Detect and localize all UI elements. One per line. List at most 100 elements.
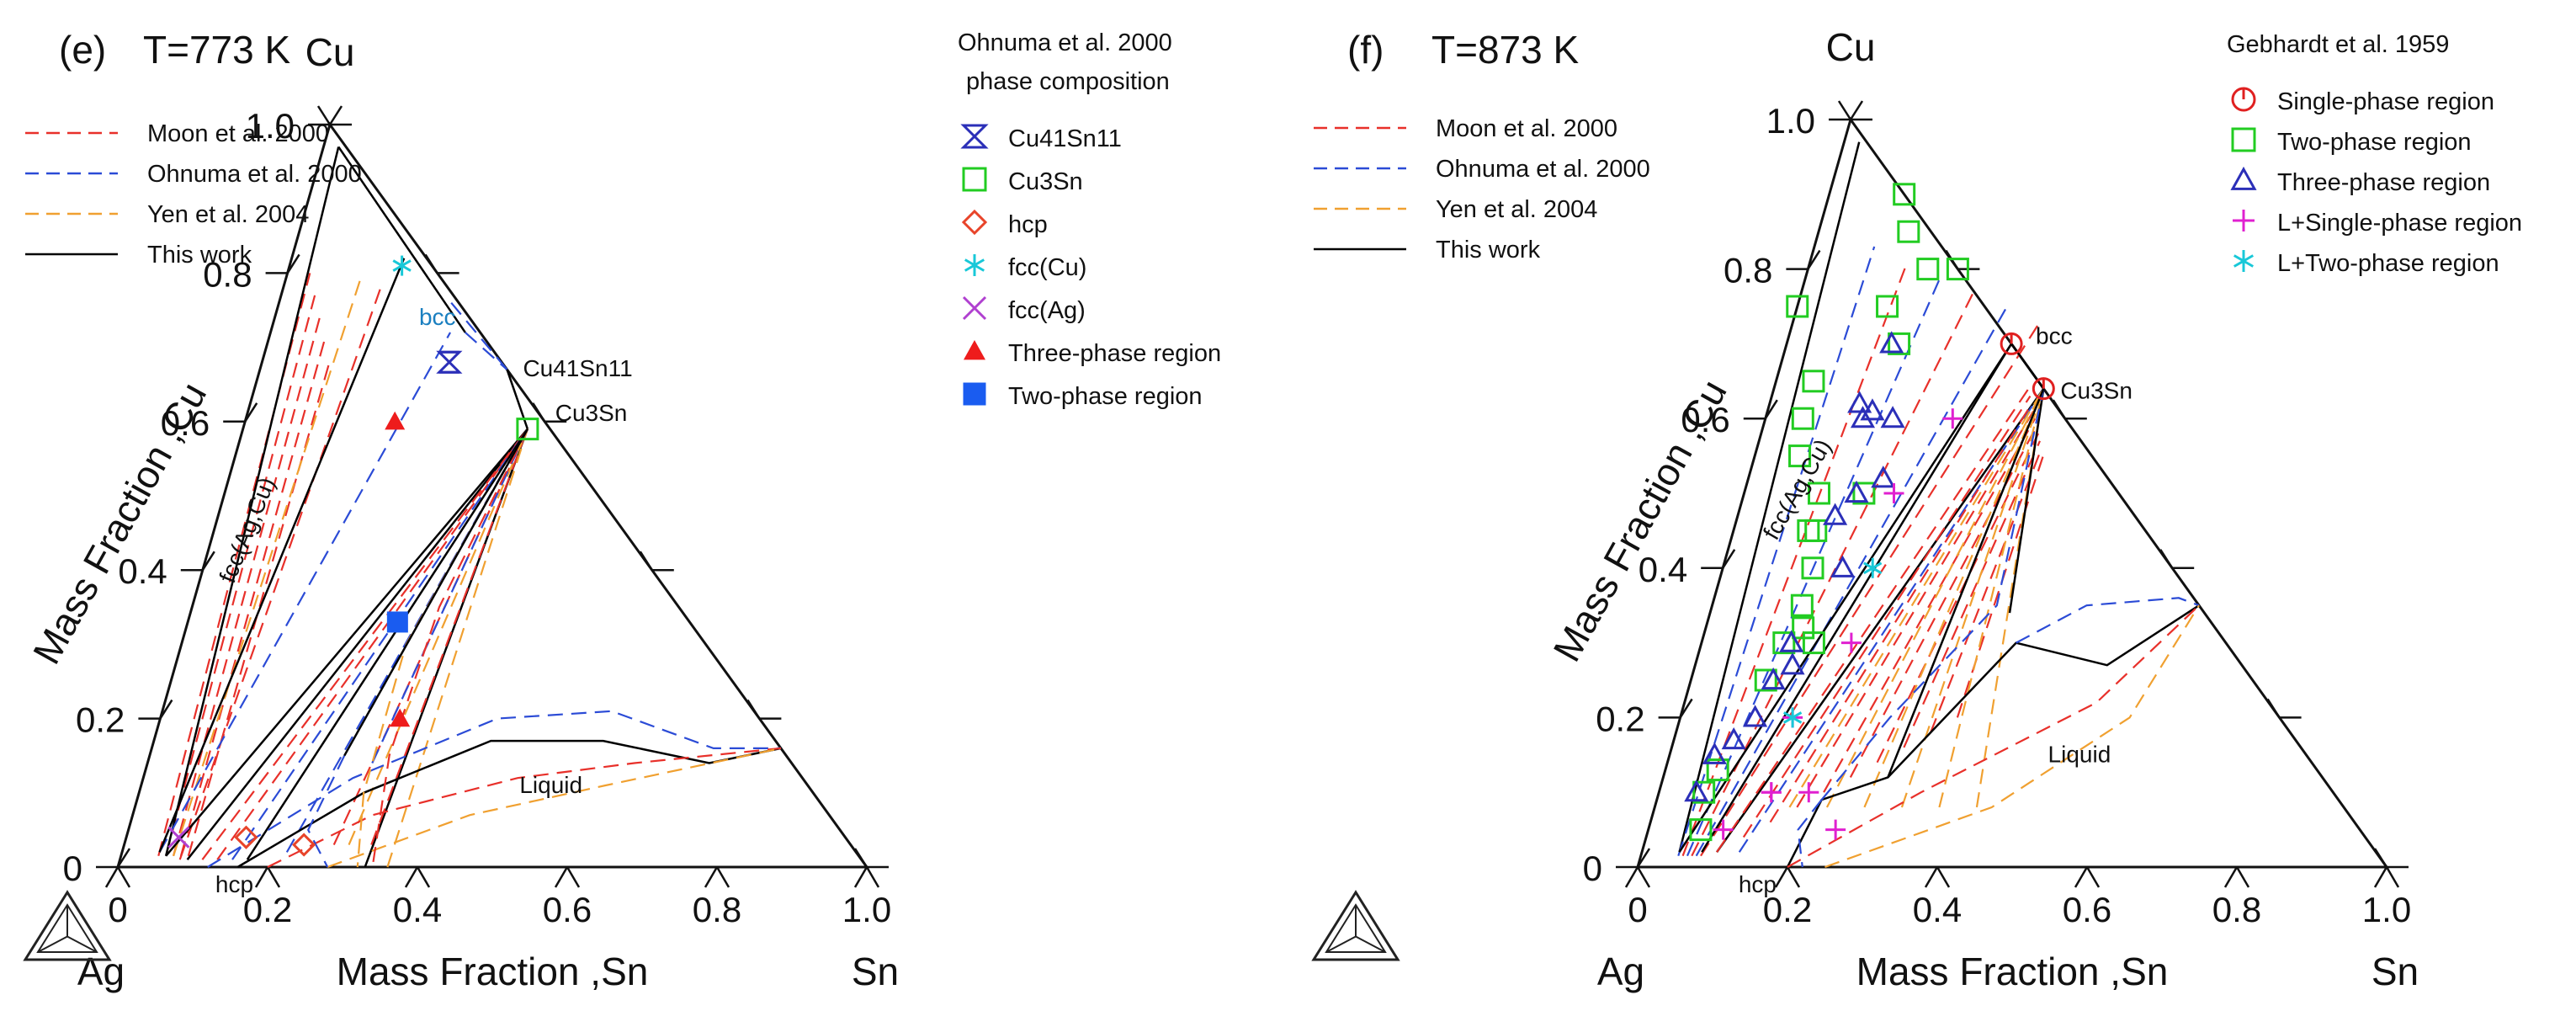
x-axis-label: Mass Fraction ,Sn (1856, 950, 2169, 993)
square-marker (1801, 556, 1824, 580)
logo-spoke (37, 935, 68, 953)
legend-marker-label: Cu41Sn11 (1008, 125, 1122, 152)
tie-line-yen (386, 428, 528, 868)
legend-line-label: Moon et al. 2000 (147, 120, 329, 147)
tie-line-ohnuma (231, 428, 528, 860)
square-marker (1897, 220, 1920, 243)
tick-sn (1936, 866, 1951, 888)
tick-sn (853, 866, 868, 888)
tie-line-moon (1930, 448, 2042, 733)
square-marker (1754, 668, 1777, 692)
boundary-this-work (165, 428, 528, 857)
tie-line-moon (1903, 440, 2041, 748)
legend-marker-triangle-open (2230, 166, 2257, 190)
tick-sn (554, 866, 569, 888)
tick-cu (286, 253, 300, 274)
data-point-circle-open (2000, 332, 2023, 355)
tick-sn (2235, 866, 2250, 888)
data-point-square-open (1808, 482, 1830, 505)
data-point-triangle-open (1880, 406, 1905, 428)
tie-line-moon (1769, 402, 2033, 823)
triangle-marker (1860, 398, 1885, 421)
data-point-plus (1713, 819, 1734, 840)
tick-label-cu: 0.6 (1681, 400, 1729, 439)
liquidus-ohnuma (306, 755, 346, 868)
liquidus-this-work (1786, 604, 2200, 868)
tie-line-moon (178, 287, 382, 860)
triangle-marker (1743, 705, 1768, 727)
x-marker (167, 826, 190, 849)
tie-line-moon (370, 428, 528, 845)
data-point-triangle-open (1702, 742, 1727, 764)
data-points (1684, 183, 2055, 842)
ticks: 00 0.2 0.2 0.4 0.4 0.6 0.6 0.8 0.8 1.0 1.0 (63, 105, 891, 929)
tick-label-cu: 0.8 (1724, 251, 1772, 290)
apex-label-sn: Sn (852, 950, 899, 993)
legend-marker-label: fcc(Ag) (1008, 297, 1086, 324)
logo-spoke (1355, 935, 1386, 953)
data-point-x (167, 826, 190, 849)
data-point-square-open (1876, 295, 1899, 318)
tick-sn (715, 866, 730, 888)
tie-line-ohnuma (158, 332, 451, 853)
data-point-square-open (1888, 332, 1911, 355)
data-point-plus (1761, 782, 1782, 803)
logo-spoke (66, 935, 98, 953)
tick-ag (532, 402, 546, 423)
triangle-marker (1684, 780, 1709, 802)
hourglass-marker (436, 350, 463, 374)
data-point-square-open (1916, 258, 1940, 281)
boundary-this-work (246, 428, 528, 860)
tick-sn (1636, 866, 1651, 888)
tick-label-cu: 0.4 (1639, 550, 1687, 589)
data-point-square-open (1788, 444, 1812, 468)
tick-sn (865, 866, 880, 888)
triangle-marker (1761, 667, 1786, 690)
diamond-marker (234, 825, 258, 849)
tick-ag (1837, 100, 1852, 120)
legend-marker-square-filled (963, 382, 986, 406)
legend-line-label: Ohnuma et al. 2000 (147, 161, 362, 188)
triangle-frame (1636, 116, 2389, 869)
diamond-marker (961, 209, 988, 236)
data-point-square-open (1689, 818, 1713, 842)
triangle-marker (1871, 466, 1896, 488)
data-point-square-open (1754, 668, 1777, 692)
apex-label-ag: Ag (1597, 950, 1644, 993)
tie-line-yen (173, 273, 364, 857)
boundary-this-work (337, 146, 466, 333)
square-marker (1692, 780, 1716, 804)
tick-label-sn: 0.6 (543, 890, 592, 929)
data-point-plus (1840, 632, 1862, 653)
ternary-panel-f: (f) T=873 K 0 0 0.2 0.2 0.4 0.4 0.6 0.6 0.8 0.8 1.0 1… (1288, 0, 2576, 1027)
data-point-triangle-filled (385, 411, 406, 430)
data-point-square-open (1801, 556, 1824, 580)
boundary-this-work (2010, 343, 2045, 390)
legend-marker-label: fcc(Cu) (1008, 254, 1086, 281)
ternary-chart-e: (e) T=773 K 00 0.2 0.2 0.4 0.4 0.6 0.6 0.8 0.8 1.0 1… (23, 28, 1221, 993)
square-marker (962, 167, 987, 192)
tick-label-sn: 0.2 (1763, 890, 1812, 929)
data-point-triangle-open (1684, 780, 1709, 802)
tie-line (1677, 246, 1876, 857)
data-point-square-open (1852, 482, 1876, 505)
tick-ag (424, 253, 438, 274)
legend-marker-asterisk (2233, 250, 2255, 272)
annotation-bcc: bcc (2036, 322, 2073, 349)
legend-line-label: This work (1436, 237, 1541, 263)
tick-cu (1849, 100, 1864, 120)
tick-label-sn: 0.8 (693, 890, 741, 929)
square-marker (1791, 407, 1814, 430)
data-point-diamond-open (234, 825, 258, 849)
marker-legend-subtitle: phase composition (966, 68, 1170, 95)
square-marker (963, 382, 986, 406)
tie-line-yen (1938, 388, 2045, 808)
data-point-hourglass (436, 350, 463, 374)
square-marker (1808, 482, 1830, 505)
line-legend: Moon et al. 2000 Ohnuma et al. 2000 Yen et… (1314, 115, 1650, 263)
tick-cu (159, 699, 173, 720)
data-point-asterisk (1782, 707, 1803, 728)
square-marker (1790, 593, 1814, 617)
tie-line-moon (1876, 433, 2040, 764)
chart-title: T=873 K (1431, 28, 1579, 72)
